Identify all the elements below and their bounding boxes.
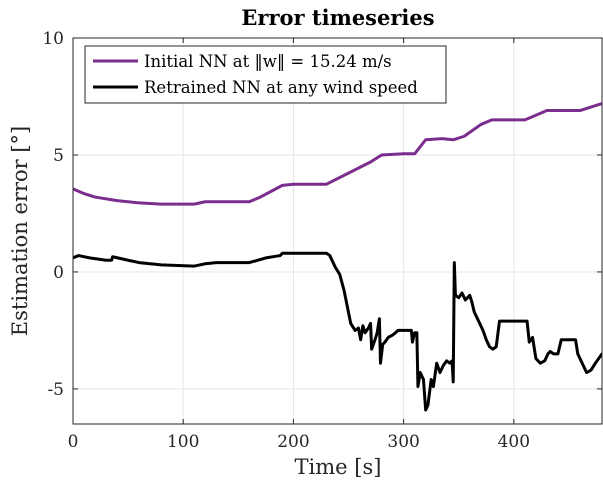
plot-frame <box>72 37 603 425</box>
legend-box <box>84 45 447 104</box>
legend-label-retrained-nn: Retrained NN at any wind speed <box>144 78 418 97</box>
x-tick-label: 100 <box>167 432 199 452</box>
chart-title: Error timeseries <box>241 5 434 30</box>
ticks <box>72 37 602 424</box>
x-tick-label: 0 <box>68 432 79 452</box>
series-layer <box>73 102 602 412</box>
series-line-retrained-nn <box>73 251 602 412</box>
y-axis-label: Estimation error [°] <box>8 126 32 336</box>
x-axis-label: Time [s] <box>295 455 382 479</box>
y-tick-label: 10 <box>42 29 64 49</box>
x-tick-label: 400 <box>498 432 530 452</box>
y-tick-label: 5 <box>53 146 64 166</box>
legend-label-initial-nn: Initial NN at ‖w‖ = 15.24 m/s <box>144 52 392 71</box>
x-tick-label: 200 <box>277 432 309 452</box>
tick-labels: 0 100 200 300 400 10 5 0 -5 <box>42 29 530 452</box>
y-tick-label: 0 <box>53 263 64 283</box>
series-line-initial-nn <box>73 102 602 206</box>
y-tick-label: -5 <box>47 380 64 400</box>
legend: Initial NN at ‖w‖ = 15.24 m/s Retrained … <box>84 45 447 104</box>
x-tick-label: 300 <box>387 432 419 452</box>
